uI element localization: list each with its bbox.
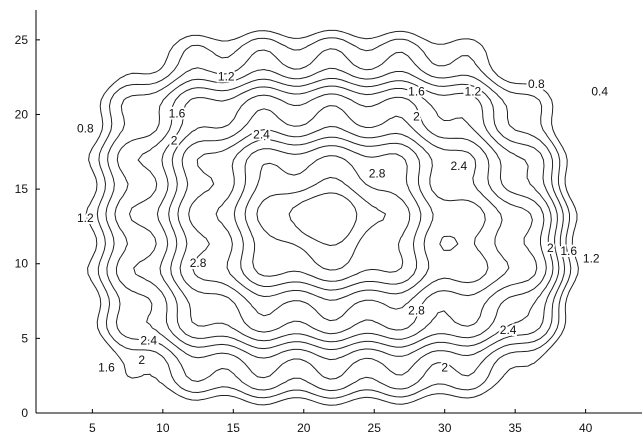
contour-label: 0.8 — [77, 122, 94, 136]
x-tick-label: 20 — [297, 421, 311, 435]
contour-line — [244, 155, 411, 282]
x-ticks: 5 10 15 20 25 30 35 40 — [89, 409, 593, 435]
y-tick-label: 5 — [21, 331, 28, 345]
contour-label: 2.4 — [500, 323, 517, 337]
contour-labels: 1.2 0.8 0.4 1.6 1.2 1.6 0.8 2 2 2.4 2.4 2.8 1.2 2.8 1.… — [75, 67, 610, 376]
y-tick-label: 15 — [15, 182, 29, 196]
contour-line — [288, 192, 358, 246]
contour-label: 1.2 — [77, 211, 94, 225]
contour-lines — [85, 29, 579, 406]
contour-label: 2.4 — [140, 334, 157, 348]
x-tick-label: 30 — [438, 421, 452, 435]
contour-label: 2 — [171, 134, 178, 148]
contour-line — [85, 29, 579, 406]
contour-label: 2.8 — [369, 166, 386, 180]
contour-line — [129, 77, 554, 361]
x-tick-label: 35 — [508, 421, 522, 435]
contour-line — [105, 48, 566, 392]
contour-label: 1.6 — [98, 360, 115, 374]
contour-line — [233, 145, 422, 291]
contour-line — [177, 105, 510, 335]
contour-label: 1.6 — [560, 244, 577, 258]
contour-label: 1.6 — [408, 84, 425, 98]
x-tick-label: 10 — [156, 421, 170, 435]
contour-line — [215, 136, 434, 301]
contour-label: 1.2 — [583, 251, 600, 265]
x-tick-label: 5 — [89, 421, 96, 435]
contour-label: 2.8 — [408, 304, 425, 318]
contour-label: 0.4 — [591, 84, 608, 98]
contour-line — [156, 85, 547, 351]
contour-label: 2.4 — [450, 159, 467, 173]
contour-label: 1.2 — [465, 84, 482, 98]
contour-line — [114, 67, 560, 380]
contour-label: 2 — [441, 360, 448, 374]
contour-label: 2 — [547, 241, 554, 255]
contour-line — [188, 126, 489, 322]
contour-label: 1.6 — [169, 107, 186, 121]
y-tick-label: 10 — [15, 257, 29, 271]
plot-area: 1.2 0.8 0.4 1.6 1.2 1.6 0.8 2 2 2.4 2.4 2.8 1.2 2.8 1.… — [75, 29, 610, 406]
x-tick-label: 15 — [227, 421, 241, 435]
y-ticks: 0 5 10 15 20 25 — [15, 33, 40, 420]
contour-label: 1.2 — [218, 69, 235, 83]
contour-label: 2.8 — [190, 256, 207, 270]
contour-label: 2.4 — [253, 128, 270, 142]
x-tick-label: 25 — [368, 421, 382, 435]
contour-label: 2 — [138, 353, 145, 367]
x-tick-label: 40 — [579, 421, 593, 435]
contour-label: 2 — [413, 110, 420, 124]
contour-line — [96, 37, 572, 399]
contour-line — [256, 176, 386, 271]
y-tick-label: 0 — [21, 406, 28, 420]
y-tick-label: 20 — [15, 107, 29, 121]
y-tick-label: 25 — [15, 33, 29, 47]
contour-line — [168, 93, 538, 343]
axes: 5 10 15 20 25 30 35 40 0 5 10 15 20 25 — [15, 10, 642, 435]
contour-label: 0.8 — [528, 77, 545, 91]
